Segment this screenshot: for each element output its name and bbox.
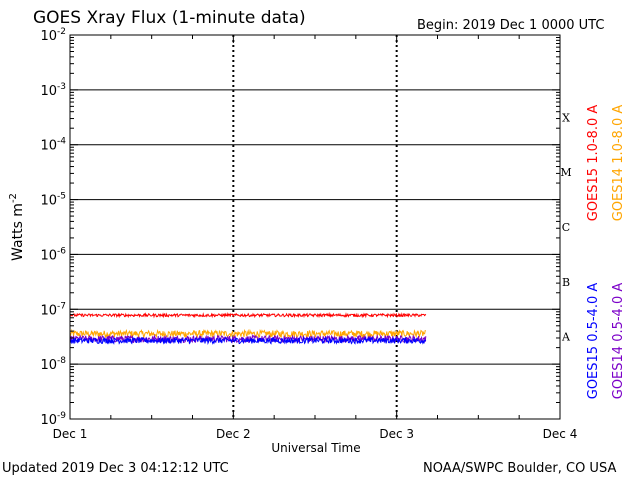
chart-title: GOES Xray Flux (1-minute data) bbox=[33, 8, 306, 28]
y-tick-label: 10-7 bbox=[40, 301, 66, 318]
x-axis-title: Universal Time bbox=[0, 442, 640, 454]
x-tick-label: Dec 1 bbox=[53, 427, 88, 441]
flare-class-x: X bbox=[562, 111, 570, 124]
x-tick-label: Dec 4 bbox=[543, 427, 578, 441]
legend-entry-4: GOES14 0.5-4.0 A bbox=[611, 283, 626, 400]
y-axis-label: Watts m-2 bbox=[8, 193, 26, 261]
y-tick-label: 10-2 bbox=[40, 27, 66, 44]
legend-entry-3: GOES15 0.5-4.0 A bbox=[586, 283, 601, 400]
series-line-3 bbox=[69, 336, 427, 345]
flare-class-a: A bbox=[561, 331, 571, 344]
legend: GOES15 1.0-8.0 A GOES14 1.0-8.0 A GOES15 0… bbox=[586, 105, 626, 400]
flare-class-m: M bbox=[560, 166, 571, 179]
y-ticks: 10-2 10-3 10-4 10-5 10-6 10-7 10-8 10-9 bbox=[40, 27, 560, 428]
legend-entry-1: GOES15 1.0-8.0 A bbox=[586, 105, 601, 222]
flare-class-b: B bbox=[562, 276, 570, 289]
flare-class-c: C bbox=[562, 221, 570, 234]
y-tick-label: 10-5 bbox=[40, 192, 66, 209]
y-tick-label: 10-9 bbox=[40, 411, 66, 428]
credit-text: NOAA/SWPC Boulder, CO USA bbox=[423, 461, 617, 476]
series-line-1 bbox=[69, 311, 427, 319]
y-tick-label: 10-6 bbox=[40, 246, 66, 263]
updated-timestamp: Updated 2019 Dec 3 04:12:12 UTC bbox=[2, 461, 229, 476]
plot-frame bbox=[69, 34, 561, 420]
y-tick-label: 10-3 bbox=[40, 82, 66, 99]
x-tick-label: Dec 2 bbox=[216, 427, 251, 441]
x-ticks: Dec 1 Dec 2 Dec 3 Dec 4 bbox=[53, 35, 578, 441]
y-tick-label: 10-8 bbox=[40, 356, 66, 373]
x-tick-label: Dec 3 bbox=[379, 427, 414, 441]
y-tick-label: 10-4 bbox=[40, 137, 66, 154]
begin-time: Begin: 2019 Dec 1 0000 UTC bbox=[417, 18, 605, 33]
flare-class-labels: X M C B A bbox=[560, 111, 571, 343]
series-layer bbox=[69, 311, 427, 345]
series-line-2 bbox=[69, 328, 426, 340]
x-axis-title-text: Universal Time bbox=[271, 441, 361, 455]
legend-entry-2: GOES14 1.0-8.0 A bbox=[611, 105, 626, 222]
grid-layer bbox=[70, 35, 560, 419]
